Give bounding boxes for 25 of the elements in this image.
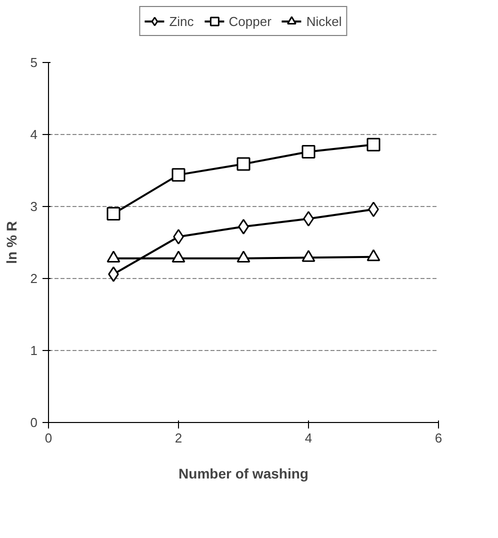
point: [366, 138, 380, 152]
x-tick-label: 6: [434, 430, 442, 446]
legend-label: Nickel: [306, 14, 342, 28]
point: [302, 250, 316, 262]
point: [236, 250, 250, 263]
x-tick-label: 2: [174, 430, 182, 446]
point: [106, 250, 120, 263]
point: [106, 206, 120, 220]
y-tick-label: 5: [30, 55, 38, 70]
point: [302, 145, 316, 159]
y-tick-label: 4: [30, 127, 38, 142]
x-tick-label: 0: [44, 430, 52, 446]
y-tick-label: 0: [30, 415, 38, 430]
x-axis-title: Number of washing: [178, 466, 308, 482]
y-tick-label: 3: [30, 199, 38, 214]
legend-label: Zinc: [169, 14, 194, 28]
legend-label: Copper: [228, 14, 272, 28]
y-tick-label: 1: [30, 343, 38, 358]
point: [172, 168, 186, 182]
x-tick-label: 4: [304, 430, 312, 446]
y-axis-title: ln % R: [3, 221, 20, 264]
point: [366, 249, 380, 262]
y-tick-label: 2: [30, 271, 38, 286]
point: [172, 250, 186, 263]
point: [236, 157, 250, 171]
